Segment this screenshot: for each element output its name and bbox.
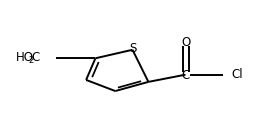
Text: C: C bbox=[181, 69, 190, 82]
Text: C: C bbox=[32, 51, 40, 64]
Text: O: O bbox=[181, 36, 190, 49]
Text: 2: 2 bbox=[29, 56, 34, 65]
Text: S: S bbox=[129, 42, 136, 55]
Text: HO: HO bbox=[16, 51, 34, 64]
Text: Cl: Cl bbox=[232, 68, 244, 81]
